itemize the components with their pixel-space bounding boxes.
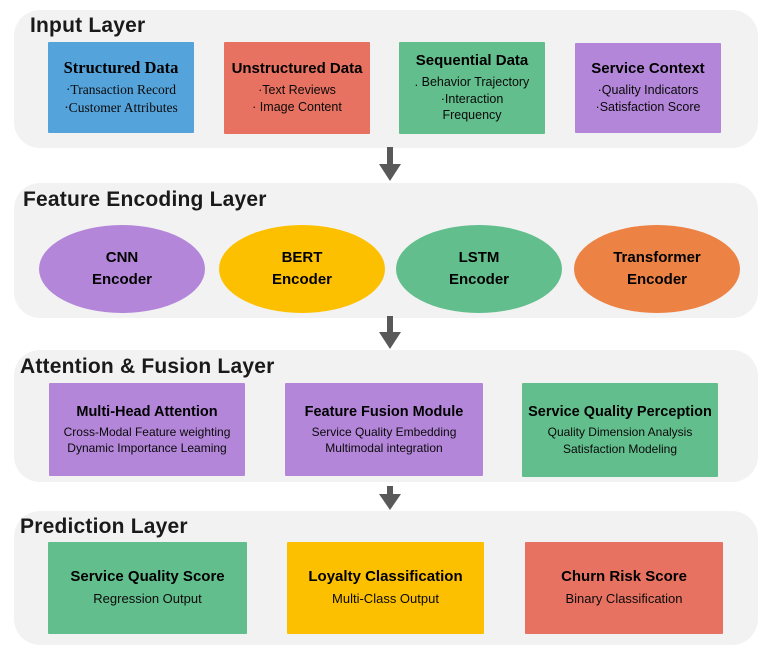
node-line: Encoder [91,271,152,288]
node-line: ·Transaction Record [65,82,177,98]
layer-prediction: Prediction Layer Service Quality Score R… [14,511,758,645]
arrow-down-icon [377,486,403,510]
node-cnn-encoder: CNN Encoder [39,225,205,313]
node-line: BERT [281,248,323,266]
node-title: Sequential Data [415,52,529,69]
node-line: Dynamic Importance Leaming [67,441,227,456]
layer-title: Prediction Layer [20,515,188,538]
node-multi-head-attention: Multi-Head Attention Cross-Modal Feature… [49,383,245,476]
node-line: ·Text Reviews [258,83,336,98]
layer-title: Feature Encoding Layer [23,188,267,211]
node-line: Binary Classification [565,591,683,607]
node-churn-risk-score: Churn Risk Score Binary Classification [525,542,723,634]
node-unstructured-data: Unstructured Data ·Text Reviews · Image … [224,42,370,134]
node-title: Feature Fusion Module [304,403,464,420]
node-sequential-data: Sequential Data . Behavior Trajectory ·I… [399,42,545,134]
node-title: Structured Data [63,57,179,77]
layer-attention-fusion: Attention & Fusion Layer Multi-Head Atte… [14,350,758,482]
node-line: Service Quality Embedding [311,424,457,439]
node-line: Encoder [626,271,687,288]
node-service-context: Service Context ·Quality Indicators ·Sat… [575,43,721,133]
node-line: Transformer [613,248,701,266]
node-title: Churn Risk Score [561,568,687,586]
node-line: Regression Output [93,591,202,607]
node-bert-encoder: BERT Encoder [219,225,385,313]
node-line: ·Quality Indicators [597,83,699,98]
node-loyalty-classification: Loyalty Classification Multi-Class Outpu… [287,542,484,634]
layer-title: Input Layer [30,14,146,37]
node-line: Cross-Modal Feature weighting [63,424,231,439]
node-line: · Image Content [252,99,342,114]
node-title: Loyalty Classification [308,568,463,586]
arrow-down-icon [377,147,403,181]
node-structured-data: Structured Data ·Transaction Record ·Cus… [48,42,194,133]
node-title: Multi-Head Attention [76,403,218,420]
node-line: Multimodal integration [325,441,443,456]
node-line: CNN [105,248,139,266]
node-service-quality-perception: Service Quality Perception Quality Dimen… [522,383,718,477]
node-line: ·Customer Attributes [64,100,178,116]
node-lstm-encoder: LSTM Encoder [396,225,562,313]
layer-input: Input Layer Structured Data ·Transaction… [14,10,758,148]
node-title: Service Quality Perception [528,404,712,421]
node-line: Frequency [442,108,502,123]
node-title: Unstructured Data [231,60,363,78]
node-line: Satisfaction Modeling [562,441,678,456]
node-transformer-encoder: Transformer Encoder [574,225,740,313]
node-line: LSTM [458,248,500,266]
node-line: ·Satisfaction Score [595,99,701,114]
node-title: Service Quality Score [70,568,225,586]
arrow-down-icon [377,316,403,349]
node-line: Encoder [271,271,332,288]
node-title: Service Context [591,60,705,78]
layer-title: Attention & Fusion Layer [20,355,275,378]
node-service-quality-score: Service Quality Score Regression Output [48,542,247,634]
node-line: ·Interaction [440,91,504,106]
node-line: Multi-Class Output [332,591,439,607]
node-feature-fusion-module: Feature Fusion Module Service Quality Em… [285,383,483,476]
node-line: Quality Dimension Analysis [547,425,693,440]
node-line: Encoder [448,271,509,288]
layer-feature-encoding: Feature Encoding Layer CNN Encoder BERT … [14,183,758,318]
node-line: . Behavior Trajectory [414,74,530,89]
